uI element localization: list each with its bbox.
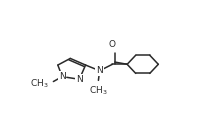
Text: O: O — [108, 40, 115, 49]
Text: CH$_3$: CH$_3$ — [88, 85, 107, 97]
Text: N: N — [76, 75, 82, 84]
Text: CH$_3$: CH$_3$ — [30, 77, 49, 90]
Text: N: N — [59, 72, 65, 81]
Text: N: N — [96, 66, 102, 75]
